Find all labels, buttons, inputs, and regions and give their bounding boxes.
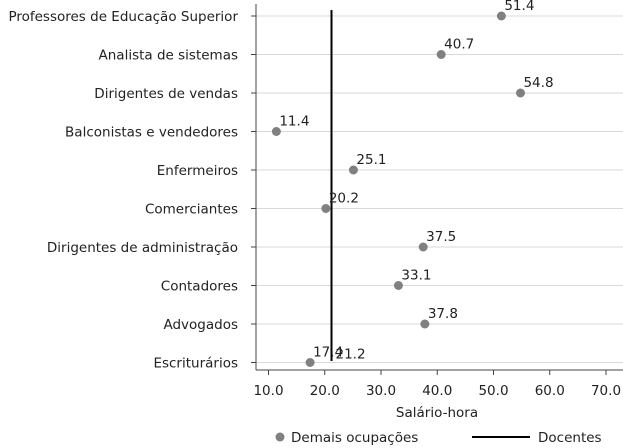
x-tick-label: 70.0: [591, 383, 621, 399]
data-label: 40.7: [444, 37, 474, 53]
x-tick-label: 10.0: [253, 383, 283, 399]
y-tick-label: Dirigentes de vendas: [94, 86, 238, 102]
x-tick-label: 40.0: [422, 383, 452, 399]
y-tick-label: Dirigentes de administração: [47, 240, 238, 256]
data-point: [496, 11, 506, 21]
y-tick-label: Analista de sistemas: [99, 48, 239, 64]
y-tick-label: Escriturários: [153, 356, 238, 372]
data-point: [348, 165, 358, 175]
y-tick-label: Contadores: [161, 279, 238, 295]
x-tick-label: 60.0: [535, 383, 565, 399]
docentes-value-label: 21.2: [336, 347, 366, 363]
data-point: [436, 50, 446, 59]
x-tick-label: 20.0: [310, 383, 340, 399]
legend-label-docentes: Docentes: [538, 430, 602, 446]
y-axis: Professores de Educação Superior Analista…: [8, 4, 257, 372]
y-tick-label: Professores de Educação Superior: [8, 9, 238, 25]
y-tick-label: Balconistas e vendedores: [65, 125, 238, 141]
data-label: 37.5: [426, 229, 456, 245]
data-point: [418, 242, 428, 252]
data-label: 20.2: [329, 191, 359, 207]
y-tick-label: Enfermeiros: [157, 163, 238, 179]
legend: Demais ocupações Docentes: [275, 430, 602, 446]
data-point: [305, 358, 315, 367]
data-label: 51.4: [504, 0, 534, 14]
x-axis-title: Salário-hora: [396, 405, 478, 421]
data-point: [516, 88, 525, 98]
docentes-reference-line: 21.2: [330, 10, 366, 363]
data-label: 25.1: [356, 152, 386, 168]
data-label: 37.8: [428, 306, 458, 322]
y-tick-label: Advogados: [163, 317, 238, 333]
data-label: 11.4: [279, 114, 309, 130]
x-tick-label: 50.0: [478, 383, 508, 399]
data-point: [271, 127, 281, 136]
x-tick-label: 30.0: [366, 383, 396, 399]
data-label: 33.1: [401, 268, 431, 284]
x-axis: 10.0 20.0 30.0 40.0 50.0 60.0 70.0: [253, 369, 623, 399]
y-tick-label: Comerciantes: [145, 202, 238, 218]
data-point: [321, 204, 331, 213]
legend-marker-demais: [275, 432, 285, 442]
legend-label-demais: Demais ocupações: [291, 430, 418, 446]
data-point: [420, 319, 430, 329]
data-label: 54.8: [523, 75, 553, 91]
data-points: 51.4 40.7 54.8 11.4 25.1 20.2 37.5 33.1 37.8 17.4: [271, 0, 554, 367]
data-label: 17.4: [313, 345, 343, 361]
data-point: [393, 281, 403, 290]
gridlines: [256, 15, 623, 363]
